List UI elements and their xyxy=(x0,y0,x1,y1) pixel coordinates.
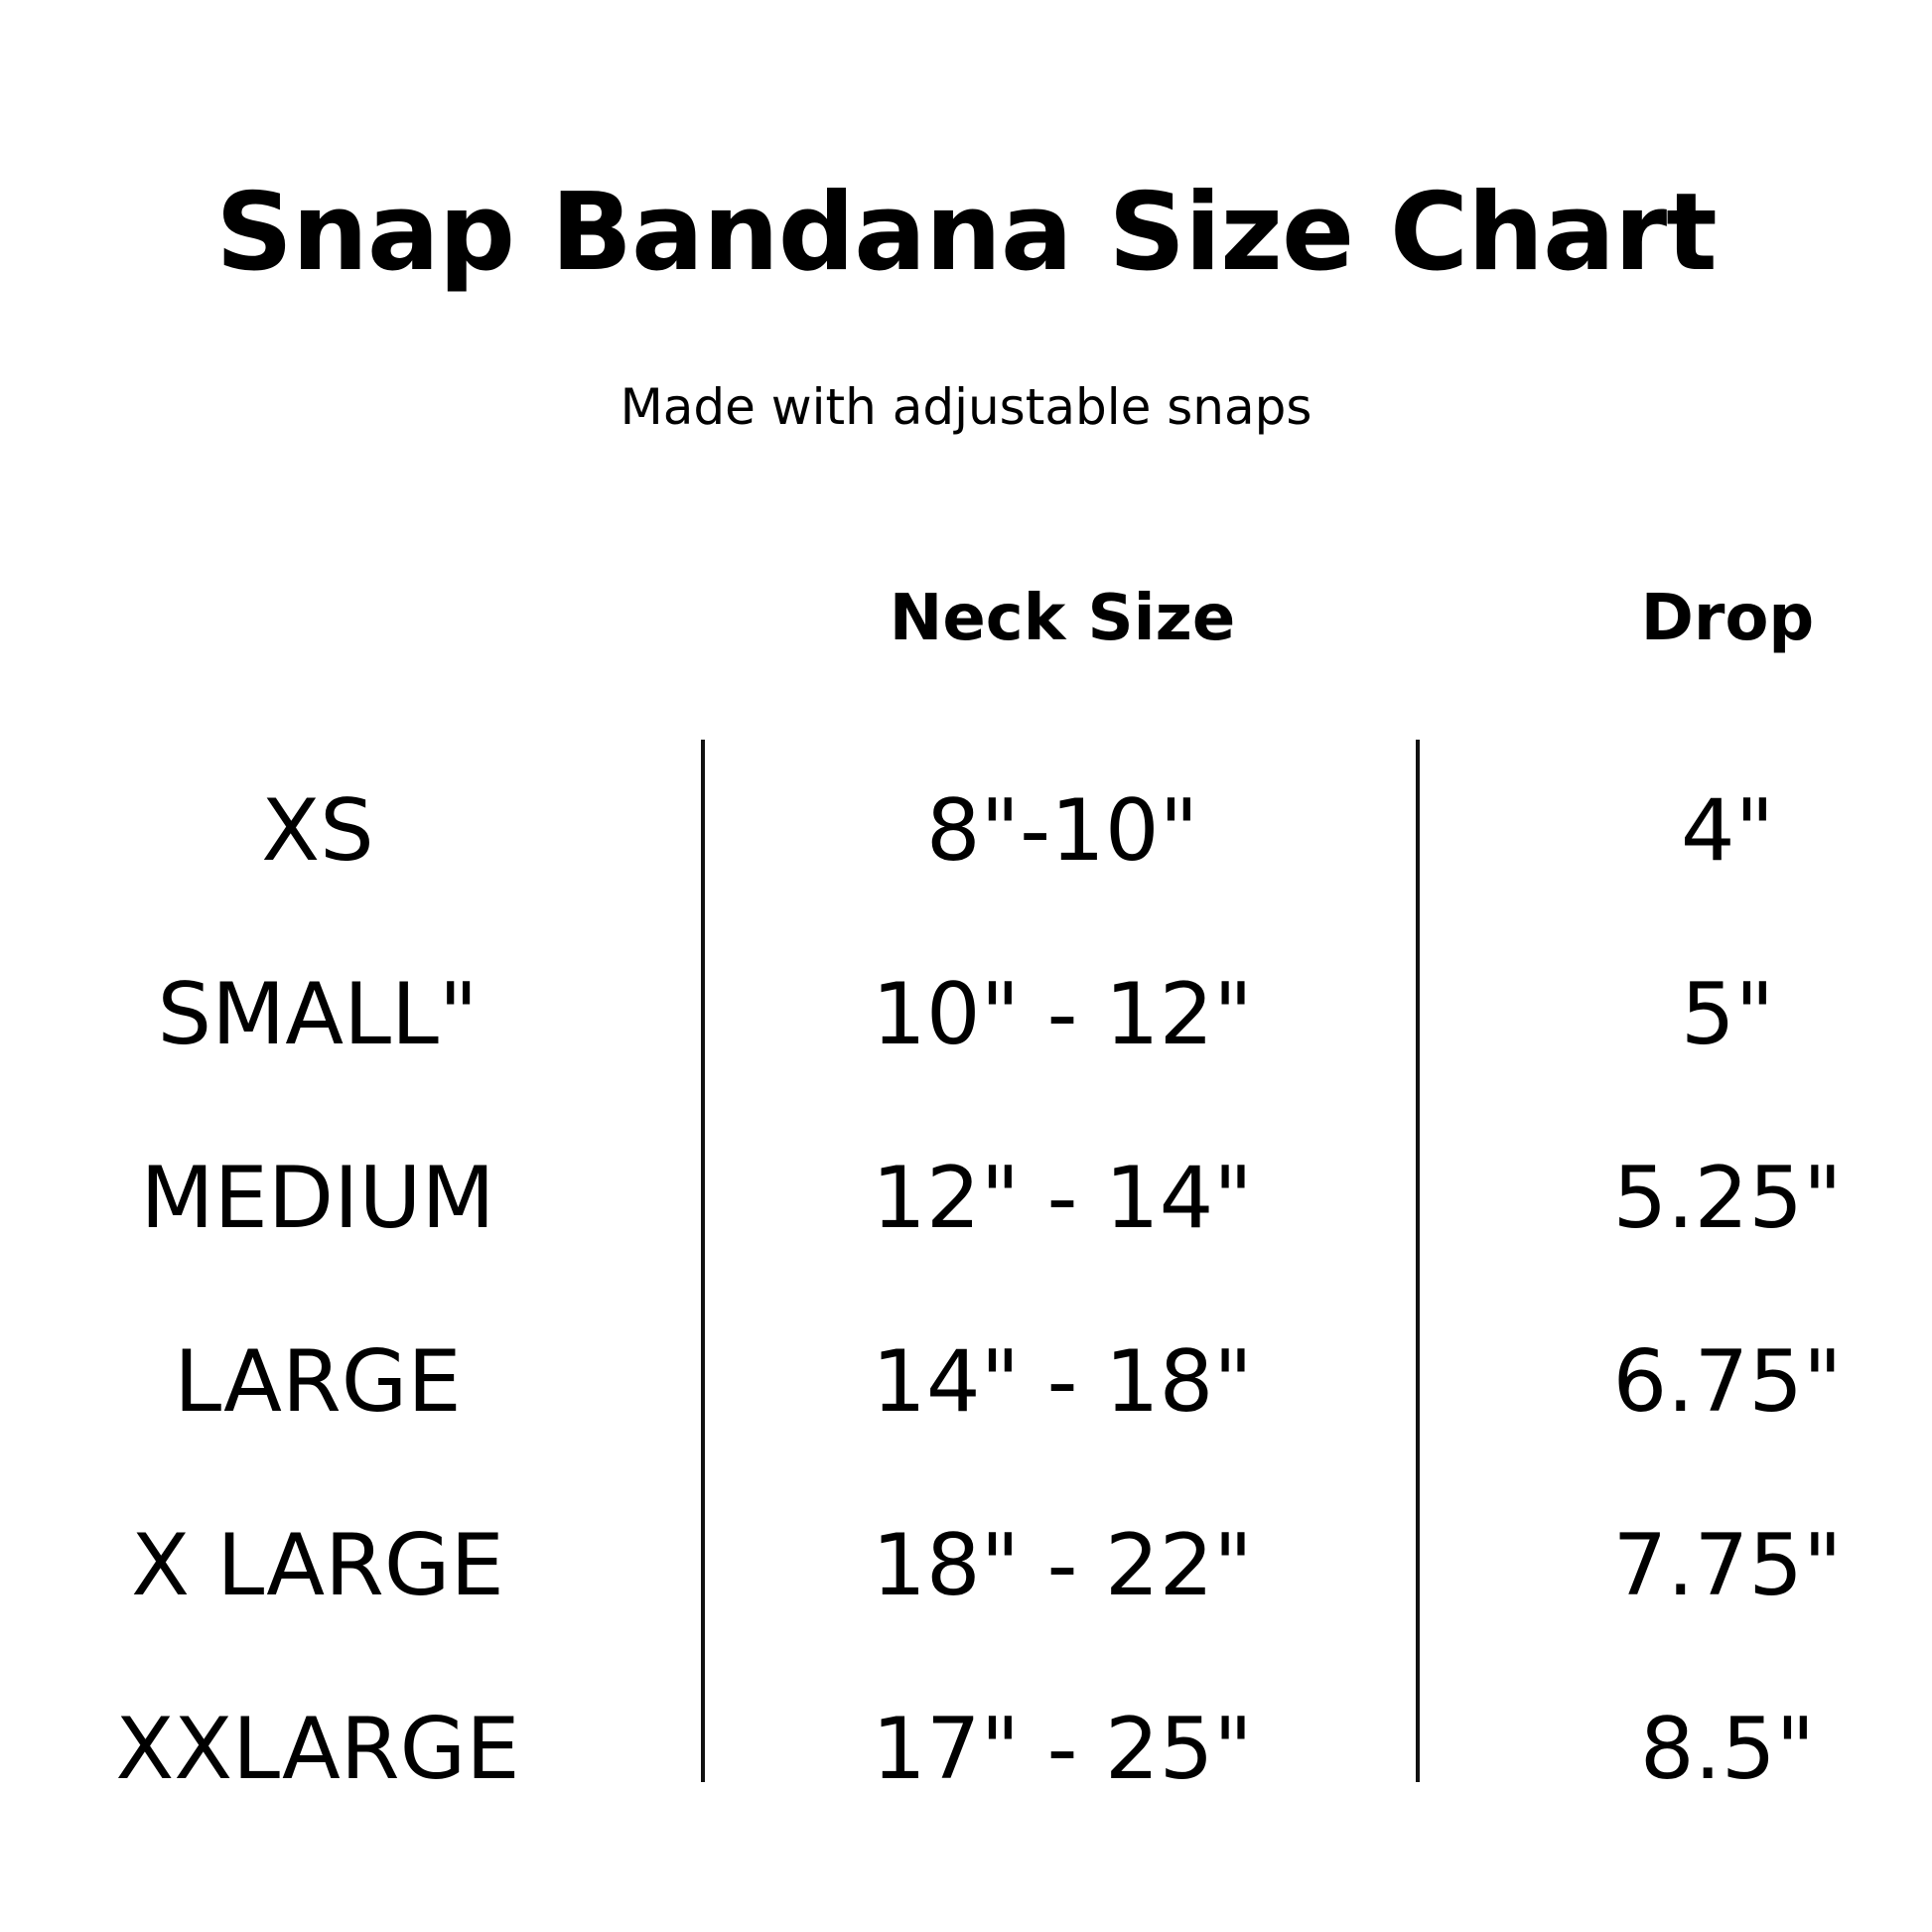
neck-size-value: 17" - 25" xyxy=(872,1700,1253,1799)
drop-value: 7.75" xyxy=(1612,1516,1843,1615)
neck-size-value: 8"-10" xyxy=(925,781,1199,881)
drop-value: 5" xyxy=(1680,965,1775,1064)
size-label: MEDIUM xyxy=(140,1149,495,1248)
size-table: XS 8"-10" 4" SMALL" 10" - 12" 5" MEDIUM … xyxy=(0,740,1932,1842)
table-row: SMALL" 10" - 12" 5" xyxy=(0,923,1932,1107)
table-row: MEDIUM 12" - 14" 5.25" xyxy=(0,1107,1932,1291)
neck-size-value: 14" - 18" xyxy=(872,1332,1253,1432)
size-label: XS xyxy=(261,781,374,881)
drop-value: 5.25" xyxy=(1612,1149,1843,1248)
table-row: X LARGE 18" - 22" 7.75" xyxy=(0,1474,1932,1658)
size-label: X LARGE xyxy=(131,1516,504,1615)
table-row: XXLARGE 17" - 25" 8.5" xyxy=(0,1658,1932,1842)
drop-header: Drop xyxy=(1640,582,1815,655)
column-divider-left xyxy=(701,740,705,1782)
neck-size-header: Neck Size xyxy=(889,582,1236,655)
size-label: SMALL" xyxy=(157,965,479,1064)
neck-size-value: 18" - 22" xyxy=(872,1516,1253,1615)
table-row: XS 8"-10" 4" xyxy=(0,740,1932,923)
neck-size-value: 10" - 12" xyxy=(872,965,1253,1064)
table-row: LARGE 14" - 18" 6.75" xyxy=(0,1291,1932,1474)
drop-value: 4" xyxy=(1680,781,1775,881)
size-label: XXLARGE xyxy=(115,1700,520,1799)
drop-value: 6.75" xyxy=(1612,1332,1843,1432)
page-subtitle: Made with adjustable snaps xyxy=(620,378,1312,436)
drop-value: 8.5" xyxy=(1639,1700,1816,1799)
size-label: LARGE xyxy=(174,1332,462,1432)
neck-size-value: 12" - 14" xyxy=(872,1149,1253,1248)
column-divider-right xyxy=(1416,740,1420,1782)
page-title: Snap Bandana Size Chart xyxy=(215,171,1718,295)
